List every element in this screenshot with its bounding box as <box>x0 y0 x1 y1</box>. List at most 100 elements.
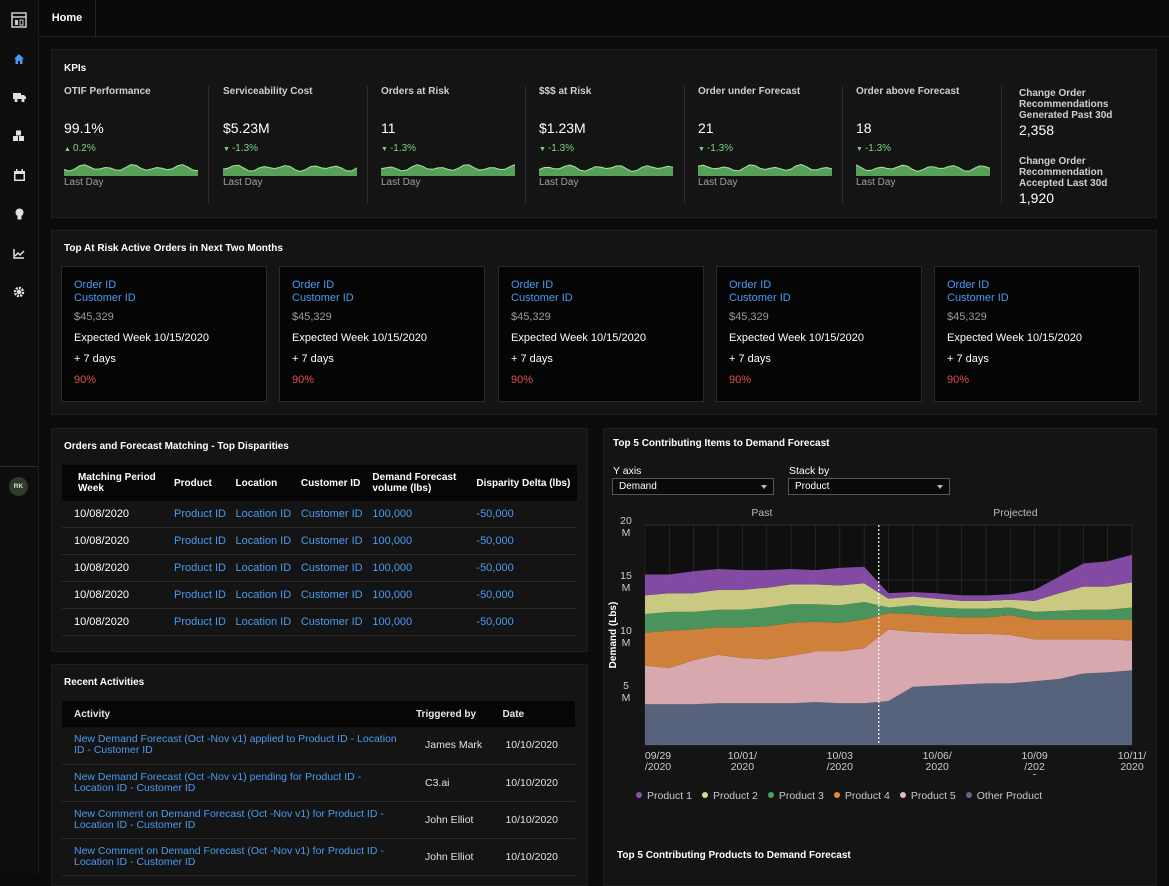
list-item[interactable]: New Demand Forecast (Oct -Nov v1) pendin… <box>62 764 575 802</box>
table-row[interactable]: 10/08/2020 Product ID Location ID Customer … <box>62 554 577 582</box>
at-risk-card[interactable]: Order ID Customer ID $45,329 Expected Week … <box>498 266 704 402</box>
legend-item[interactable]: Product 5 <box>899 790 956 802</box>
activity-link[interactable]: New Demand Forecast (Oct -Nov v1) applie… <box>62 727 415 765</box>
legend-item[interactable]: Product 4 <box>833 790 890 802</box>
table-row[interactable]: 10/08/2020 Product ID Location ID Customer … <box>62 581 577 609</box>
at-risk-card[interactable]: Order ID Customer ID $45,329 Expected Week … <box>934 266 1140 402</box>
kpi-3[interactable]: $$$ at Risk $1.23M ▼ -1.3% Last Day <box>539 86 673 188</box>
series-area-product-1[interactable] <box>645 554 1132 601</box>
customer-id-link[interactable]: Customer ID <box>947 292 1009 304</box>
order-id-link[interactable]: Order ID <box>947 279 990 291</box>
inventory-icon[interactable] <box>10 127 28 145</box>
table-row[interactable]: 10/08/2020 Product ID Location ID Customer … <box>62 501 577 528</box>
avatar[interactable]: RK <box>9 477 28 496</box>
activity-link[interactable]: New Comment on Demand Forecast (Oct -Nov… <box>62 801 415 839</box>
disparity-link[interactable]: -50,000 <box>472 527 577 555</box>
forecast-link[interactable]: 100,000 <box>368 554 473 582</box>
legend-item[interactable]: Product 3 <box>767 790 824 802</box>
kpi-1[interactable]: Serviceability Cost $5.23M ▼ -1.3% Last Day <box>223 86 357 188</box>
customer-id-link[interactable]: Customer ID <box>74 292 136 304</box>
series-area-product-3[interactable] <box>645 602 1132 633</box>
table-row[interactable]: 10/08/2020 Product ID Location ID Customer … <box>62 527 577 555</box>
activities-table: Activity Triggered by Date New Demand Fo… <box>62 701 575 876</box>
activity-link[interactable]: New Comment on Demand Forecast (Oct -Nov… <box>62 838 415 876</box>
customer-link[interactable]: Customer ID <box>296 501 369 528</box>
customer-id-link[interactable]: Customer ID <box>729 292 791 304</box>
disparity-link[interactable]: -50,000 <box>472 501 577 528</box>
kpi-5[interactable]: Order above Forecast 18 ▼ -1.3% Last Day <box>856 86 990 188</box>
product-link[interactable]: Product ID <box>170 581 232 609</box>
calendar-icon[interactable] <box>10 166 28 184</box>
kpi-sparkline <box>539 164 673 176</box>
customer-id-link[interactable]: Customer ID <box>292 292 354 304</box>
order-id-link[interactable]: Order ID <box>292 279 335 291</box>
customer-link[interactable]: Customer ID <box>296 581 369 609</box>
period-cell: 10/08/2020 <box>62 554 170 582</box>
at-risk-card[interactable]: Order ID Customer ID $45,329 Expected Week … <box>61 266 267 402</box>
expected-week: Expected Week 10/15/2020 <box>729 332 864 344</box>
sparkline-line <box>539 164 673 172</box>
forecast-link[interactable]: 100,000 <box>368 581 473 609</box>
tab-home[interactable]: Home <box>39 0 96 36</box>
list-item[interactable]: New Comment on Demand Forecast (Oct -Nov… <box>62 801 575 839</box>
table-row[interactable]: 10/08/2020 Product ID Location ID Customer … <box>62 608 577 636</box>
series-area-product-4[interactable] <box>645 613 1132 668</box>
kpi-change: ▼ -1.3% <box>223 143 258 154</box>
product-link[interactable]: Product ID <box>170 501 232 528</box>
location-link[interactable]: Location ID <box>231 527 297 555</box>
forecast-link[interactable]: 100,000 <box>368 527 473 555</box>
kpi-divider <box>1001 86 1002 204</box>
kpi-change: ▼ -1.3% <box>856 143 891 154</box>
location-link[interactable]: Location ID <box>231 501 297 528</box>
analytics-icon[interactable] <box>10 244 28 262</box>
kpi-title: KPIs <box>64 63 87 74</box>
order-id-link[interactable]: Order ID <box>729 279 772 291</box>
disparity-link[interactable]: -50,000 <box>472 581 577 609</box>
location-link[interactable]: Location ID <box>231 554 297 582</box>
disparity-link[interactable]: -50,000 <box>472 608 577 636</box>
series-area-product-5[interactable] <box>645 629 1132 705</box>
kpi-change: ▼ -1.3% <box>698 143 733 154</box>
app-logo-icon[interactable] <box>10 11 28 29</box>
kpi-0[interactable]: OTIF Performance 99.1% ▲ 0.2% Last Day <box>64 86 198 188</box>
activity-link[interactable]: New Demand Forecast (Oct -Nov v1) pendin… <box>62 764 415 802</box>
order-id-link[interactable]: Order ID <box>74 279 117 291</box>
product-link[interactable]: Product ID <box>170 608 232 636</box>
truck-icon[interactable] <box>10 88 28 106</box>
customer-id-link[interactable]: Customer ID <box>511 292 573 304</box>
list-item[interactable]: New Demand Forecast (Oct -Nov v1) applie… <box>62 727 575 765</box>
at-risk-card[interactable]: Order ID Customer ID $45,329 Expected Week … <box>279 266 485 402</box>
kpi-4[interactable]: Order under Forecast 21 ▼ -1.3% Last Day <box>698 86 832 188</box>
location-link[interactable]: Location ID <box>231 581 297 609</box>
legend-dot <box>636 792 642 798</box>
legend-item[interactable]: Product 2 <box>701 790 758 802</box>
x-tick-label: 2020 <box>731 761 755 773</box>
legend-item[interactable]: Product 1 <box>636 790 692 802</box>
home-icon[interactable] <box>10 50 28 68</box>
order-id-link[interactable]: Order ID <box>511 279 554 291</box>
y-axis-select[interactable]: Demand <box>612 478 774 495</box>
gear-icon[interactable] <box>10 283 28 301</box>
kpi-label: Orders at Risk <box>381 86 450 97</box>
period-cell: 10/08/2020 <box>62 581 170 609</box>
product-link[interactable]: Product ID <box>170 554 232 582</box>
at-risk-card[interactable]: Order ID Customer ID $45,329 Expected Week … <box>716 266 922 402</box>
customer-link[interactable]: Customer ID <box>296 554 369 582</box>
kpi-value: $5.23M <box>223 120 270 136</box>
kpi-period: Last Day <box>698 177 738 188</box>
lightbulb-icon[interactable] <box>10 205 28 223</box>
location-link[interactable]: Location ID <box>231 608 297 636</box>
series-area-other-product[interactable] <box>645 670 1132 745</box>
forecast-link[interactable]: 100,000 <box>368 501 473 528</box>
series-area-product-2[interactable] <box>645 582 1132 615</box>
kpi-2[interactable]: Orders at Risk 11 ▼ -1.3% Last Day <box>381 86 515 188</box>
disparity-link[interactable]: -50,000 <box>472 554 577 582</box>
customer-link[interactable]: Customer ID <box>296 608 369 636</box>
legend-item[interactable]: Other Product <box>965 790 1043 802</box>
customer-link[interactable]: Customer ID <box>296 527 369 555</box>
legend-label: Other Product <box>976 790 1043 802</box>
list-item[interactable]: New Comment on Demand Forecast (Oct -Nov… <box>62 838 575 876</box>
forecast-link[interactable]: 100,000 <box>368 608 473 636</box>
stack-by-select[interactable]: Product <box>788 478 950 495</box>
product-link[interactable]: Product ID <box>170 527 232 555</box>
